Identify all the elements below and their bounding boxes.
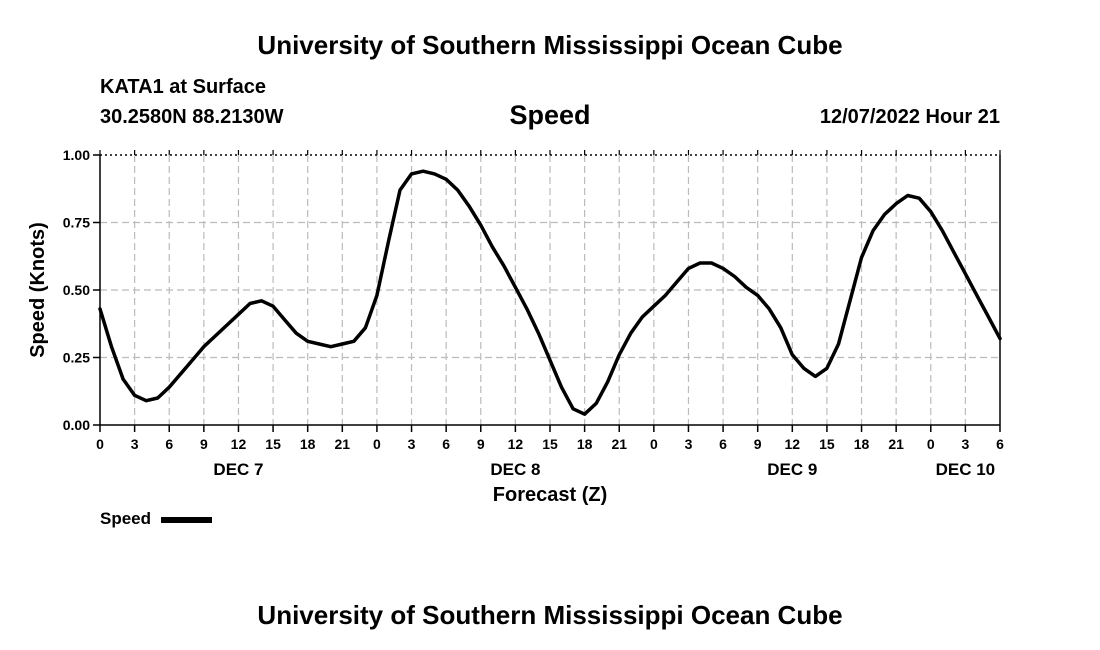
x-day-label: DEC 9 [767,460,817,479]
x-tick-label: 9 [477,436,485,452]
x-tick-label: 3 [408,436,416,452]
x-tick-label: 0 [96,436,104,452]
x-tick-label: 15 [819,436,835,452]
y-tick-label: 0.75 [63,215,90,231]
x-tick-label: 6 [719,436,727,452]
x-day-label: DEC 7 [213,460,263,479]
legend-swatch-speed [161,517,212,523]
x-tick-label: 12 [231,436,247,452]
x-axis-label: Forecast (Z) [493,484,607,506]
footer-title: University of Southern Mississippi Ocean… [257,600,843,630]
x-tick-label: 0 [373,436,381,452]
station-label: KATA1 at Surface [100,76,266,98]
x-tick-label: 6 [442,436,450,452]
x-tick-label: 12 [785,436,801,452]
x-tick-label: 0 [927,436,935,452]
x-tick-label: 0 [650,436,658,452]
x-day-label: DEC 10 [936,460,996,479]
x-tick-label: 21 [611,436,627,452]
x-tick-label: 6 [165,436,173,452]
station-coordinates: 30.2580N 88.2130W [100,106,284,128]
x-tick-label: 18 [300,436,316,452]
x-tick-label: 18 [854,436,870,452]
series-line-speed [98,169,1002,416]
x-tick-label: 9 [754,436,762,452]
y-tick-label: 0.00 [63,417,90,433]
x-tick-label: 3 [131,436,139,452]
legend-label: Speed [100,509,152,528]
page-title: University of Southern Mississippi Ocean… [257,30,843,60]
x-tick-label: 15 [542,436,558,452]
chart-title: Speed [509,100,591,130]
x-tick-label: 21 [335,436,351,452]
x-tick-label: 9 [200,436,208,452]
x-tick-label: 15 [265,436,281,452]
y-tick-label: 0.50 [63,282,90,298]
y-axis-label: Speed (Knots) [27,222,49,358]
x-day-label: DEC 8 [490,460,540,479]
y-tick-label: 0.25 [63,350,90,366]
x-tick-label: 12 [508,436,524,452]
x-tick-label: 21 [888,436,904,452]
x-tick-label: 18 [577,436,593,452]
y-tick-label: 1.00 [63,147,90,163]
x-tick-label: 3 [685,436,693,452]
forecast-datetime: 12/07/2022 Hour 21 [819,106,1000,128]
x-tick-label: 3 [961,436,969,452]
x-tick-label: 6 [996,436,1004,452]
